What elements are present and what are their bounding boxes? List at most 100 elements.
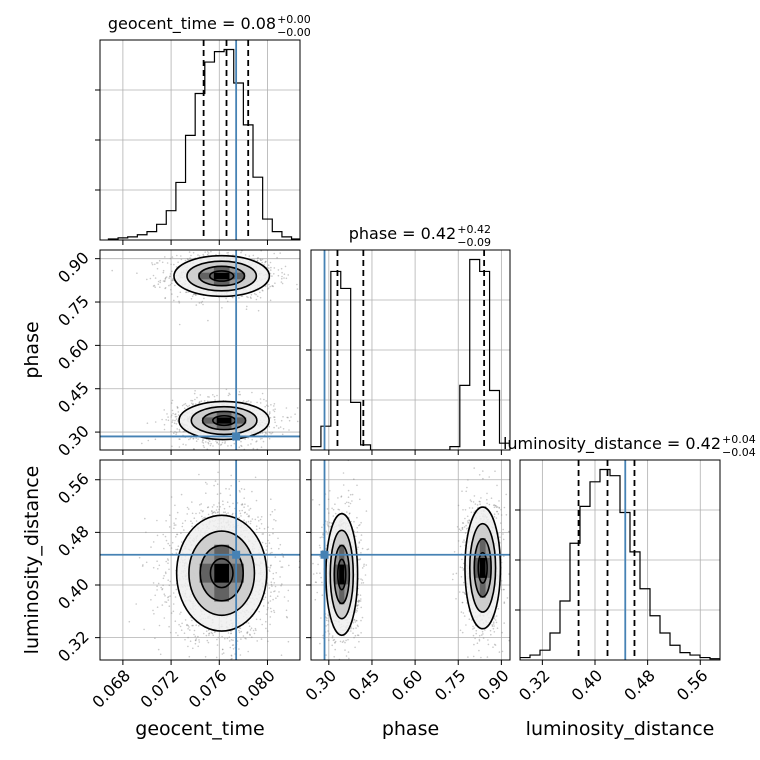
sample-point bbox=[178, 623, 180, 626]
sample-point bbox=[208, 632, 210, 635]
sample-point bbox=[152, 609, 154, 612]
sample-point bbox=[167, 596, 170, 598]
sample-point bbox=[239, 491, 241, 493]
sample-point bbox=[205, 441, 207, 443]
sample-point bbox=[189, 257, 191, 259]
sample-point bbox=[213, 395, 216, 398]
sample-point bbox=[175, 431, 178, 434]
sample-point bbox=[337, 497, 339, 499]
sample-point bbox=[271, 275, 273, 277]
sample-point bbox=[239, 654, 242, 656]
sample-point bbox=[279, 560, 281, 562]
sample-point bbox=[200, 509, 202, 512]
sample-point bbox=[185, 291, 187, 294]
sample-point bbox=[203, 297, 205, 300]
sample-point bbox=[181, 404, 184, 407]
sample-point bbox=[176, 548, 179, 551]
sample-point bbox=[248, 515, 250, 518]
sample-point bbox=[271, 285, 274, 287]
sample-point bbox=[360, 534, 363, 536]
sample-point bbox=[142, 564, 144, 566]
sample-point bbox=[206, 251, 209, 253]
sample-point bbox=[265, 542, 267, 545]
sample-point bbox=[267, 640, 269, 643]
sample-point bbox=[250, 293, 253, 296]
sample-point bbox=[193, 633, 195, 636]
title-geocent_time: geocent_time = 0.08 bbox=[108, 14, 276, 34]
sample-point bbox=[264, 596, 267, 599]
sample-point bbox=[232, 644, 235, 646]
sample-point bbox=[150, 546, 152, 548]
sample-point bbox=[186, 623, 188, 626]
sample-point bbox=[165, 601, 168, 603]
sample-point bbox=[266, 630, 269, 632]
panel-geocent_time-luminosity_distance bbox=[100, 460, 300, 660]
sample-point bbox=[245, 638, 247, 640]
contour-line bbox=[190, 405, 258, 436]
sample-point bbox=[254, 627, 257, 630]
sample-point bbox=[174, 415, 177, 418]
sample-point bbox=[287, 589, 290, 592]
sample-point bbox=[269, 513, 272, 516]
sample-point bbox=[265, 400, 268, 402]
sample-point bbox=[222, 500, 224, 503]
sample-point bbox=[270, 564, 272, 566]
sample-point bbox=[357, 634, 360, 637]
sample-point bbox=[171, 409, 174, 412]
sample-point bbox=[357, 546, 359, 549]
sample-point bbox=[259, 296, 262, 299]
sample-point bbox=[244, 254, 247, 256]
sample-point bbox=[240, 515, 242, 517]
sample-point bbox=[332, 515, 335, 517]
sample-point bbox=[248, 255, 251, 257]
sample-point bbox=[201, 441, 204, 443]
sample-point bbox=[240, 445, 243, 448]
sample-point bbox=[175, 524, 177, 526]
sample-point bbox=[325, 530, 328, 533]
sample-point bbox=[288, 419, 291, 422]
sample-point bbox=[255, 528, 258, 531]
sample-point bbox=[141, 565, 144, 567]
sample-point bbox=[331, 507, 333, 510]
sample-point bbox=[194, 639, 197, 641]
sample-point bbox=[164, 287, 167, 289]
sample-point bbox=[256, 259, 259, 262]
sample-point bbox=[217, 636, 219, 639]
sample-point bbox=[294, 413, 296, 416]
sample-point bbox=[193, 293, 196, 296]
sample-point bbox=[268, 283, 270, 286]
sample-point bbox=[266, 582, 269, 584]
sample-point bbox=[256, 640, 259, 642]
sample-point bbox=[280, 584, 282, 587]
sample-point bbox=[194, 403, 197, 405]
sample-point bbox=[181, 525, 184, 528]
sample-point bbox=[158, 564, 161, 567]
sample-point bbox=[202, 439, 204, 441]
sample-point bbox=[207, 396, 209, 398]
sample-point bbox=[217, 511, 219, 513]
sample-point bbox=[153, 284, 156, 287]
sample-point bbox=[260, 446, 263, 449]
sample-point bbox=[245, 521, 247, 523]
sample-point bbox=[269, 299, 272, 302]
sample-point bbox=[281, 433, 284, 436]
panel-geocent_time-phase bbox=[100, 250, 300, 450]
sample-point bbox=[233, 442, 236, 445]
sample-point bbox=[167, 419, 170, 422]
sample-point bbox=[240, 488, 243, 490]
sample-point bbox=[216, 441, 218, 444]
sample-point bbox=[176, 254, 178, 257]
sample-point bbox=[239, 393, 241, 396]
sample-point bbox=[255, 441, 257, 443]
sample-point bbox=[269, 552, 272, 554]
sample-point bbox=[178, 438, 180, 440]
sample-point bbox=[182, 443, 184, 446]
sample-point bbox=[201, 518, 204, 520]
sample-point bbox=[195, 294, 197, 297]
sample-point bbox=[272, 572, 275, 575]
sample-point bbox=[224, 442, 226, 444]
sample-point bbox=[169, 257, 172, 260]
sample-point bbox=[253, 632, 256, 635]
sample-point bbox=[228, 488, 230, 490]
sample-point bbox=[187, 405, 189, 408]
